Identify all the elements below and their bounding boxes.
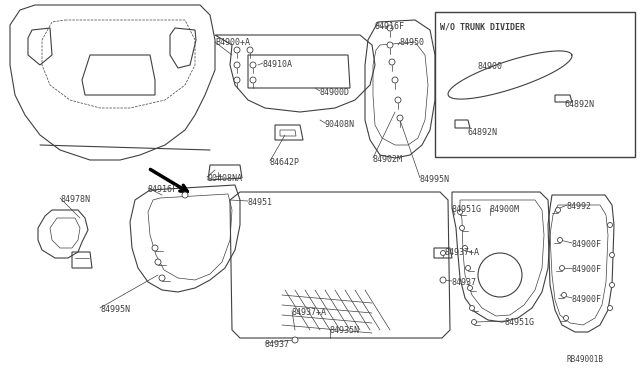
Text: 64892N: 64892N: [565, 100, 595, 109]
Text: 84642P: 84642P: [270, 158, 300, 167]
Text: 90408N: 90408N: [325, 120, 355, 129]
Circle shape: [250, 62, 256, 68]
Circle shape: [440, 250, 445, 256]
Text: 84995N: 84995N: [100, 305, 130, 314]
Circle shape: [472, 320, 477, 324]
Text: 84900M: 84900M: [490, 205, 520, 214]
Circle shape: [395, 97, 401, 103]
Text: 84978N: 84978N: [60, 195, 90, 204]
Text: 84900F: 84900F: [572, 295, 602, 304]
Circle shape: [387, 42, 393, 48]
Circle shape: [397, 115, 403, 121]
Text: 84937+A: 84937+A: [445, 248, 480, 257]
Text: 84937: 84937: [452, 278, 477, 287]
Circle shape: [470, 305, 474, 311]
Text: 84951G: 84951G: [505, 318, 535, 327]
Circle shape: [247, 47, 253, 53]
Text: 84916F: 84916F: [148, 185, 178, 194]
Circle shape: [563, 315, 568, 321]
Text: 84900: 84900: [478, 62, 503, 71]
Circle shape: [463, 246, 467, 250]
Text: 84900F: 84900F: [572, 240, 602, 249]
Circle shape: [387, 25, 393, 31]
Circle shape: [609, 282, 614, 288]
Text: 84902M: 84902M: [373, 155, 403, 164]
Circle shape: [392, 77, 398, 83]
Bar: [435, 12, 635, 157]
Circle shape: [250, 77, 256, 83]
Circle shape: [559, 266, 564, 270]
Circle shape: [458, 209, 463, 215]
Text: 84950: 84950: [400, 38, 425, 47]
Text: B4900+A: B4900+A: [215, 38, 250, 47]
Text: 84935N: 84935N: [330, 326, 360, 335]
Text: 84992: 84992: [567, 202, 592, 211]
Text: 84937: 84937: [265, 340, 290, 349]
Circle shape: [467, 285, 472, 291]
Circle shape: [561, 292, 566, 298]
Text: 84937+A: 84937+A: [292, 308, 327, 317]
Circle shape: [607, 305, 612, 311]
Circle shape: [607, 222, 612, 228]
Text: 64892N: 64892N: [468, 128, 498, 137]
Circle shape: [609, 253, 614, 257]
Text: 90408NA: 90408NA: [207, 174, 242, 183]
Circle shape: [460, 225, 465, 231]
Text: 84900F: 84900F: [572, 265, 602, 274]
Text: 84951G: 84951G: [452, 205, 482, 214]
Circle shape: [234, 62, 240, 68]
Circle shape: [234, 77, 240, 83]
Circle shape: [556, 208, 561, 212]
Circle shape: [465, 266, 470, 270]
Circle shape: [152, 245, 158, 251]
Circle shape: [292, 337, 298, 343]
Text: 84951: 84951: [248, 198, 273, 207]
Circle shape: [182, 192, 188, 198]
Text: 84900D: 84900D: [320, 88, 350, 97]
Text: RB49001B: RB49001B: [567, 355, 604, 364]
Circle shape: [234, 47, 240, 53]
Circle shape: [557, 237, 563, 243]
Circle shape: [155, 259, 161, 265]
Text: 84916F: 84916F: [375, 22, 405, 31]
Circle shape: [389, 59, 395, 65]
Circle shape: [440, 277, 446, 283]
Text: 84995N: 84995N: [420, 175, 450, 184]
Circle shape: [159, 275, 165, 281]
Text: W/O TRUNK DIVIDER: W/O TRUNK DIVIDER: [440, 22, 525, 31]
Text: 84910A: 84910A: [263, 60, 293, 69]
